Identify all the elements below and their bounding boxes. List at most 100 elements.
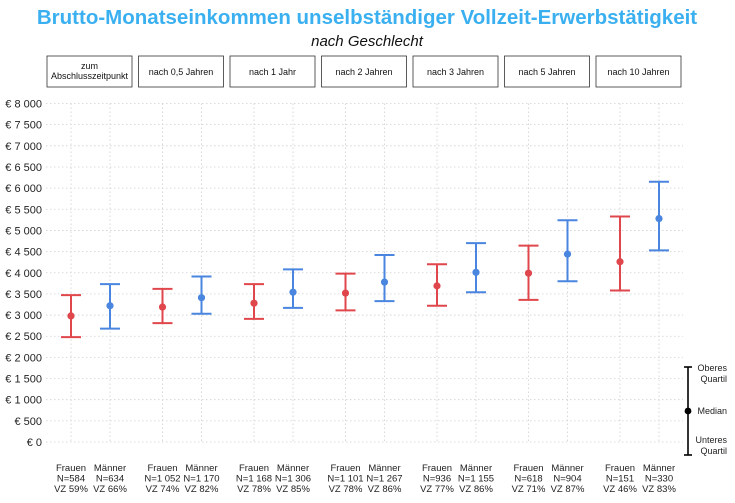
y-tick-label: € 3 500 [5, 289, 42, 301]
y-tick-label: € 500 [14, 416, 42, 428]
x-group-label: N=1 101 [327, 474, 363, 485]
facet-label: nach 1 Jahr [249, 67, 296, 77]
x-group-label: Männer [460, 463, 492, 474]
facet-header-box [46, 55, 133, 88]
median-point [250, 299, 258, 307]
x-group-label: VZ 85% [276, 484, 310, 495]
x-group-label: Frauen [147, 463, 177, 474]
facet-label: nach 2 Jahren [335, 67, 392, 77]
gridlines [46, 103, 683, 443]
x-group-label: N=634 [96, 474, 124, 485]
y-tick-label: € 1 000 [5, 395, 42, 407]
x-group-label: N=1 170 [183, 474, 219, 485]
facet-label: zum [81, 61, 98, 71]
x-group-label: VZ 86% [368, 484, 402, 495]
x-group-label: Frauen [513, 463, 543, 474]
x-group-label: VZ 83% [642, 484, 676, 495]
chart-subtitle: nach Geschlecht [311, 33, 424, 50]
median-point [472, 268, 480, 276]
x-group-label: N=1 155 [458, 474, 494, 485]
y-tick-label: € 5 500 [5, 204, 42, 216]
x-group-label: Frauen [330, 463, 360, 474]
x-group-label: VZ 78% [329, 484, 363, 495]
x-group-label: Männer [94, 463, 126, 474]
facet-label: Abschlusszeitpunkt [51, 71, 129, 81]
legend-median-dot [684, 407, 692, 415]
median-point [67, 312, 75, 320]
y-tick-label: € 7 000 [5, 141, 42, 153]
x-group-label: N=618 [514, 474, 542, 485]
x-group-label: Frauen [605, 463, 635, 474]
facet-header-box [229, 55, 316, 88]
median-point [524, 269, 533, 277]
y-tick-label: € 6 000 [5, 183, 42, 195]
x-group-label: N=584 [57, 474, 85, 485]
x-group-label: VZ 77% [420, 484, 454, 495]
x-group-label: Männer [185, 463, 217, 474]
median-point [289, 288, 297, 296]
y-tick-label: € 3 000 [5, 310, 42, 322]
facet-header-box [138, 55, 224, 88]
median-point [380, 278, 389, 286]
x-group-label: Frauen [56, 463, 86, 474]
median-point [158, 303, 167, 311]
x-group-label: Männer [277, 463, 309, 474]
x-group-label: N=330 [645, 474, 673, 485]
x-group-label: VZ 87% [551, 484, 585, 495]
y-tick-label: € 8 000 [5, 99, 42, 111]
facet-label: nach 10 Jahren [607, 67, 669, 77]
x-group-label: Männer [368, 463, 400, 474]
x-group-label: N=151 [606, 474, 634, 485]
x-group-label: VZ 82% [185, 484, 219, 495]
median-point [655, 214, 663, 223]
median-point [616, 258, 624, 266]
x-group-label: N=1 168 [236, 474, 272, 485]
y-tick-label: € 7 500 [5, 120, 42, 132]
facet-label: nach 5 Jahren [518, 67, 575, 77]
x-group-label: N=904 [553, 474, 581, 485]
x-group-label: VZ 74% [146, 484, 180, 495]
median-point [563, 250, 572, 258]
median-point [341, 289, 350, 297]
y-tick-label: € 5 000 [5, 225, 42, 237]
y-tick-label: € 4 500 [5, 247, 42, 259]
y-tick-label: € 0 [27, 437, 42, 449]
chart-title: Brutto-Monatseinkommen unselbständiger V… [37, 6, 697, 29]
legend-lower-label: Quartil [700, 446, 727, 456]
facet-header-box [504, 55, 590, 88]
x-group-label: VZ 86% [459, 484, 493, 495]
x-group-label: Männer [643, 463, 675, 474]
legend-upper-label: Oberes [697, 363, 727, 373]
median-point [197, 294, 206, 302]
facet-label: nach 3 Jahren [427, 67, 484, 77]
median-point [433, 282, 441, 290]
y-tick-label: € 2 000 [5, 352, 42, 364]
x-group-label: N=1 052 [144, 474, 180, 485]
median-point [106, 302, 114, 310]
x-group-label: Frauen [422, 463, 452, 474]
y-tick-label: € 1 500 [5, 374, 42, 386]
facet-header-box [321, 55, 407, 88]
y-tick-label: € 4 000 [5, 268, 42, 280]
legend-median-label: Median [697, 406, 727, 416]
x-group-label: VZ 59% [54, 484, 88, 495]
x-group-label: VZ 71% [512, 484, 546, 495]
x-group-label: Männer [551, 463, 583, 474]
y-tick-label: € 6 500 [5, 162, 42, 174]
x-group-label: VZ 66% [93, 484, 127, 495]
x-group-label: N=1 267 [366, 474, 402, 485]
facet-header-box [412, 55, 499, 88]
x-group-label: VZ 78% [237, 484, 271, 495]
x-group-label: N=1 306 [275, 474, 311, 485]
legend-upper-label: Quartil [700, 374, 727, 384]
